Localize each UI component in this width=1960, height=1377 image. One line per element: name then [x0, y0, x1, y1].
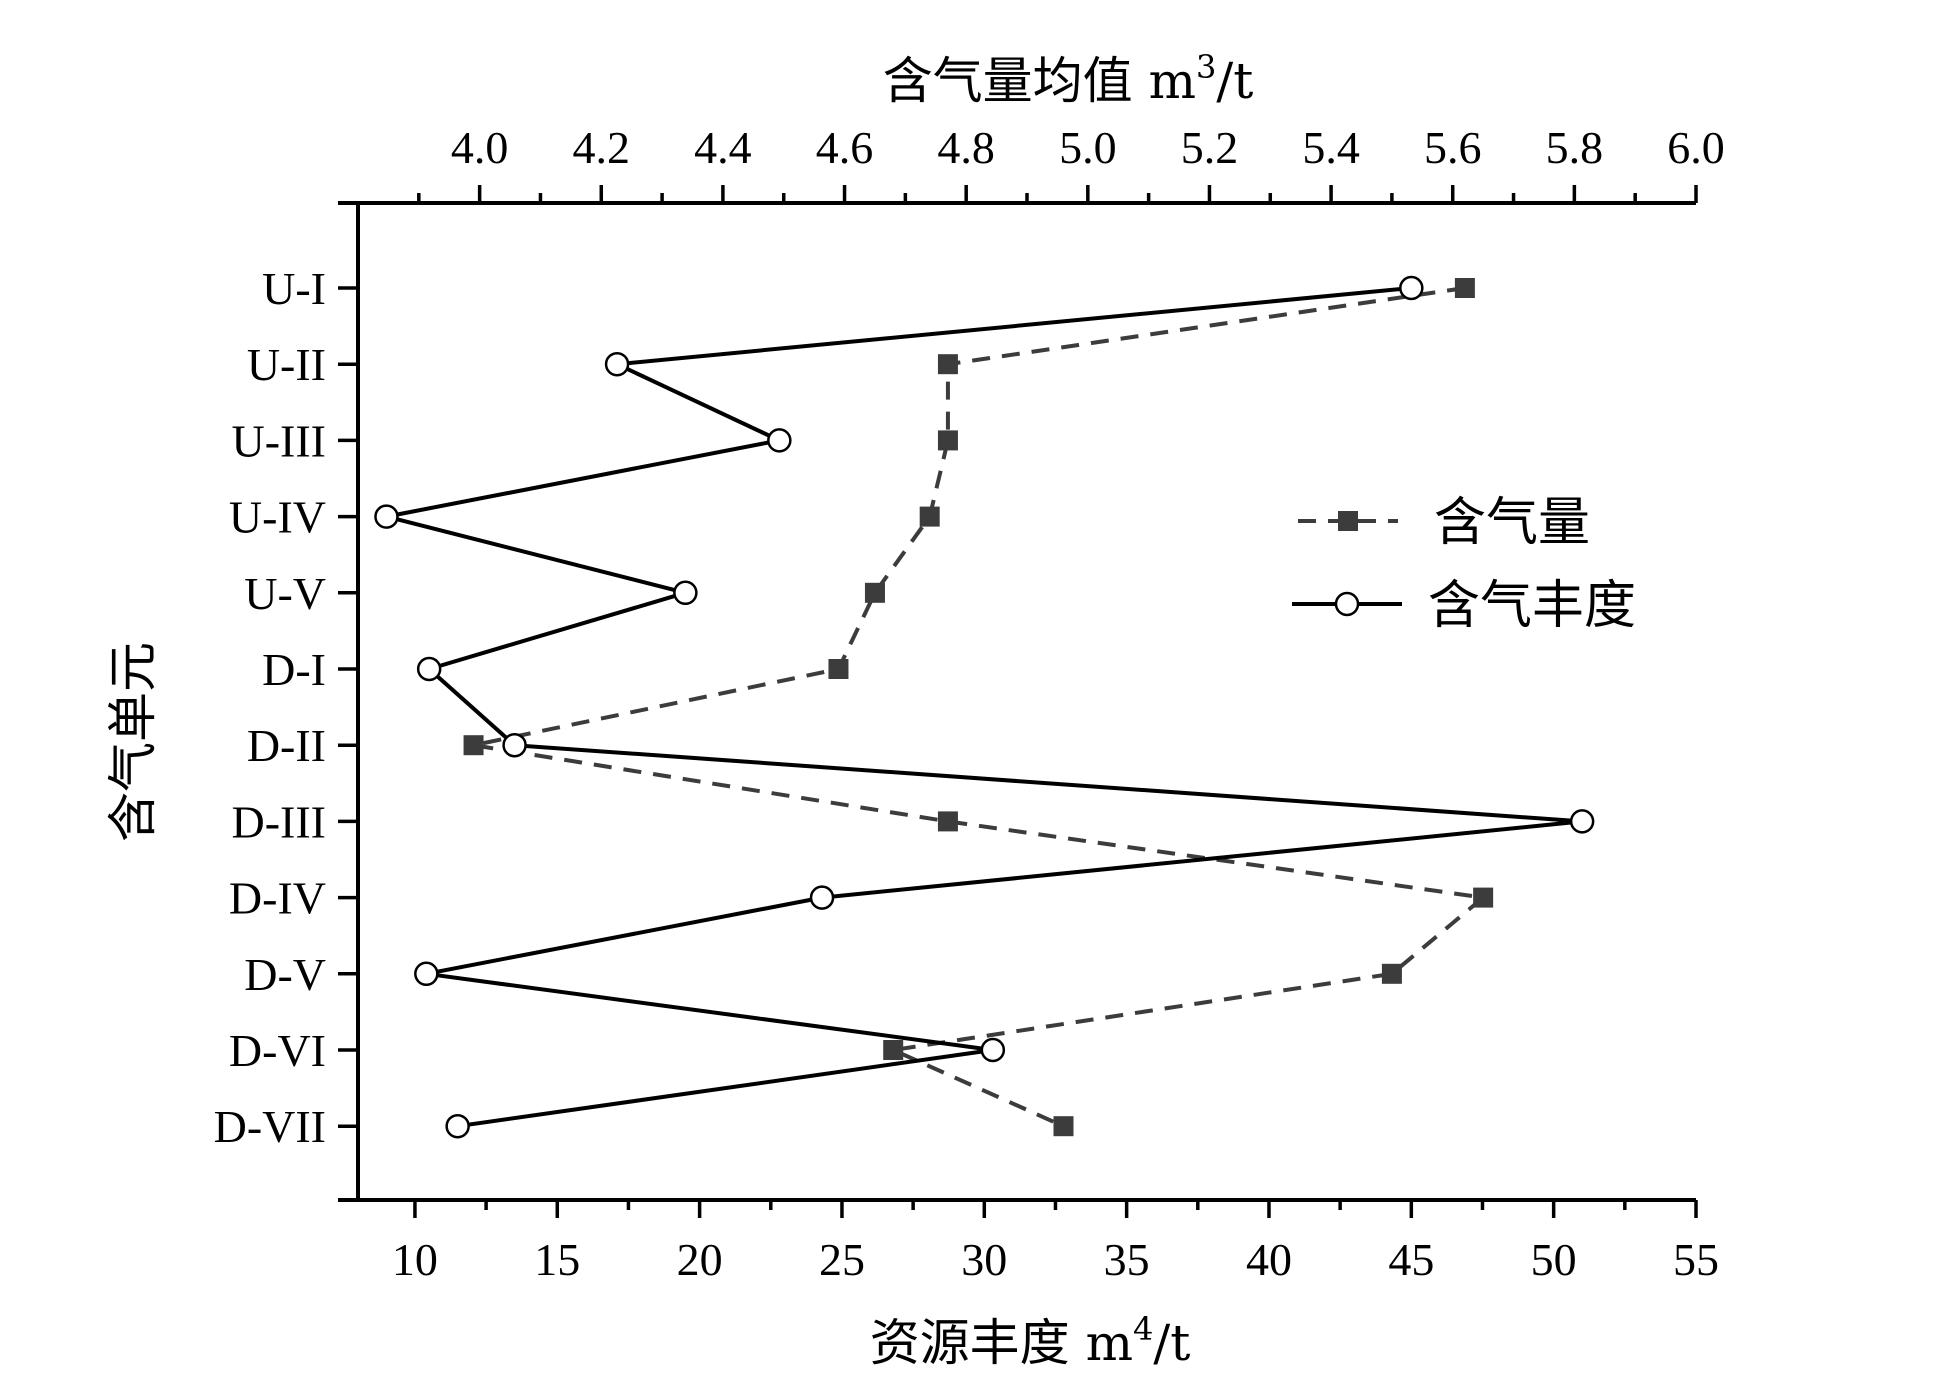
- top-tick-label: 4.8: [937, 122, 995, 173]
- bottom-tick-label: 35: [1104, 1234, 1150, 1285]
- category-label: D-VII: [214, 1101, 326, 1152]
- category-label: D-V: [244, 949, 326, 1000]
- circle-marker: [604, 351, 630, 377]
- category-label: D-III: [232, 796, 327, 847]
- square-marker: [1473, 887, 1494, 908]
- series-gas-abundance: [374, 275, 1595, 1139]
- bottom-tick-label: 45: [1388, 1234, 1434, 1285]
- left-axis-ticks: U-I U-II U-III U-IV U-V D-I D-II D-III D-IV D-V D-…: [214, 263, 358, 1152]
- circle-marker: [416, 656, 442, 682]
- bottom-tick-label: 10: [392, 1234, 438, 1285]
- top-axis-title: 含气量均值 m3/t: [883, 48, 1254, 110]
- circle-marker: [1399, 275, 1424, 301]
- circle-marker: [809, 885, 835, 910]
- bottom-axis-title: 资源丰度 m4/t: [870, 1310, 1191, 1372]
- y-axis-title: 含气单元: [104, 642, 162, 842]
- top-tick-label: 5.8: [1546, 122, 1604, 173]
- top-tick-label: 4.0: [451, 122, 509, 173]
- square-marker: [463, 735, 484, 756]
- category-label: U-I: [262, 263, 326, 314]
- circle-marker: [414, 961, 439, 987]
- circle-marker: [1569, 809, 1595, 834]
- top-tick-label: 5.0: [1059, 122, 1117, 173]
- top-tick-label: 6.0: [1667, 122, 1725, 173]
- axes: [338, 201, 1696, 1202]
- square-marker: [1053, 1116, 1074, 1137]
- top-tick-label: 4.2: [573, 122, 631, 173]
- top-axis-ticks: 4.0 4.2 4.4 4.6 4.8 5.0 5.2 5.4 5.6 5.8 6.0: [417, 122, 1725, 203]
- series-gas-content: [463, 278, 1494, 1137]
- legend-circle-marker: [1334, 591, 1360, 617]
- category-label: D-IV: [229, 873, 326, 924]
- category-label: D-I: [262, 644, 326, 695]
- circle-marker: [767, 428, 792, 453]
- square-marker: [828, 659, 849, 679]
- legend-square-marker: [1338, 511, 1358, 531]
- series-line: [384, 286, 1585, 1129]
- circle-marker: [673, 580, 698, 606]
- category-label: U-V: [244, 568, 326, 619]
- bottom-axis-ticks: 10 15 20 25 30 35 40 45 50 55: [392, 1200, 1719, 1285]
- category-label: U-II: [247, 339, 326, 390]
- square-marker: [883, 1040, 904, 1060]
- circle-marker: [980, 1037, 1006, 1063]
- legend-label-gas-abundance: 含气丰度: [1428, 576, 1636, 636]
- category-label: D-VI: [229, 1025, 326, 1076]
- top-tick-label: 5.4: [1302, 122, 1360, 173]
- legend-entry-gas-content: 含气量: [1298, 493, 1590, 553]
- square-marker: [1454, 278, 1475, 298]
- circle-marker: [374, 504, 399, 529]
- bottom-tick-label: 40: [1246, 1234, 1292, 1285]
- bottom-tick-label: 30: [961, 1234, 1007, 1285]
- top-tick-label: 4.6: [816, 122, 874, 173]
- circle-marker: [445, 1113, 470, 1139]
- square-marker: [1381, 963, 1402, 984]
- bottom-tick-label: 25: [819, 1234, 865, 1285]
- circle-marker: [502, 732, 527, 758]
- legend-entry-gas-abundance: 含气丰度: [1292, 576, 1636, 636]
- top-tick-label: 5.2: [1181, 122, 1239, 173]
- series-line: [471, 286, 1486, 1129]
- square-marker: [937, 811, 958, 832]
- legend-label-gas-content: 含气量: [1434, 493, 1590, 553]
- square-marker: [937, 354, 958, 375]
- bottom-tick-label: 50: [1531, 1234, 1577, 1285]
- top-tick-label: 5.6: [1424, 122, 1482, 173]
- category-label: D-II: [247, 720, 326, 771]
- bottom-tick-label: 15: [534, 1234, 580, 1285]
- category-label: U-IV: [229, 492, 326, 543]
- square-marker: [937, 430, 958, 451]
- square-marker: [864, 582, 885, 603]
- category-label: U-III: [232, 415, 327, 466]
- series-layer: [374, 275, 1595, 1139]
- bottom-tick-label: 55: [1673, 1234, 1719, 1285]
- square-marker: [919, 506, 940, 527]
- legend: 含气量 含气丰度: [1292, 493, 1636, 636]
- top-tick-label: 4.4: [694, 122, 752, 173]
- bottom-tick-label: 20: [677, 1234, 723, 1285]
